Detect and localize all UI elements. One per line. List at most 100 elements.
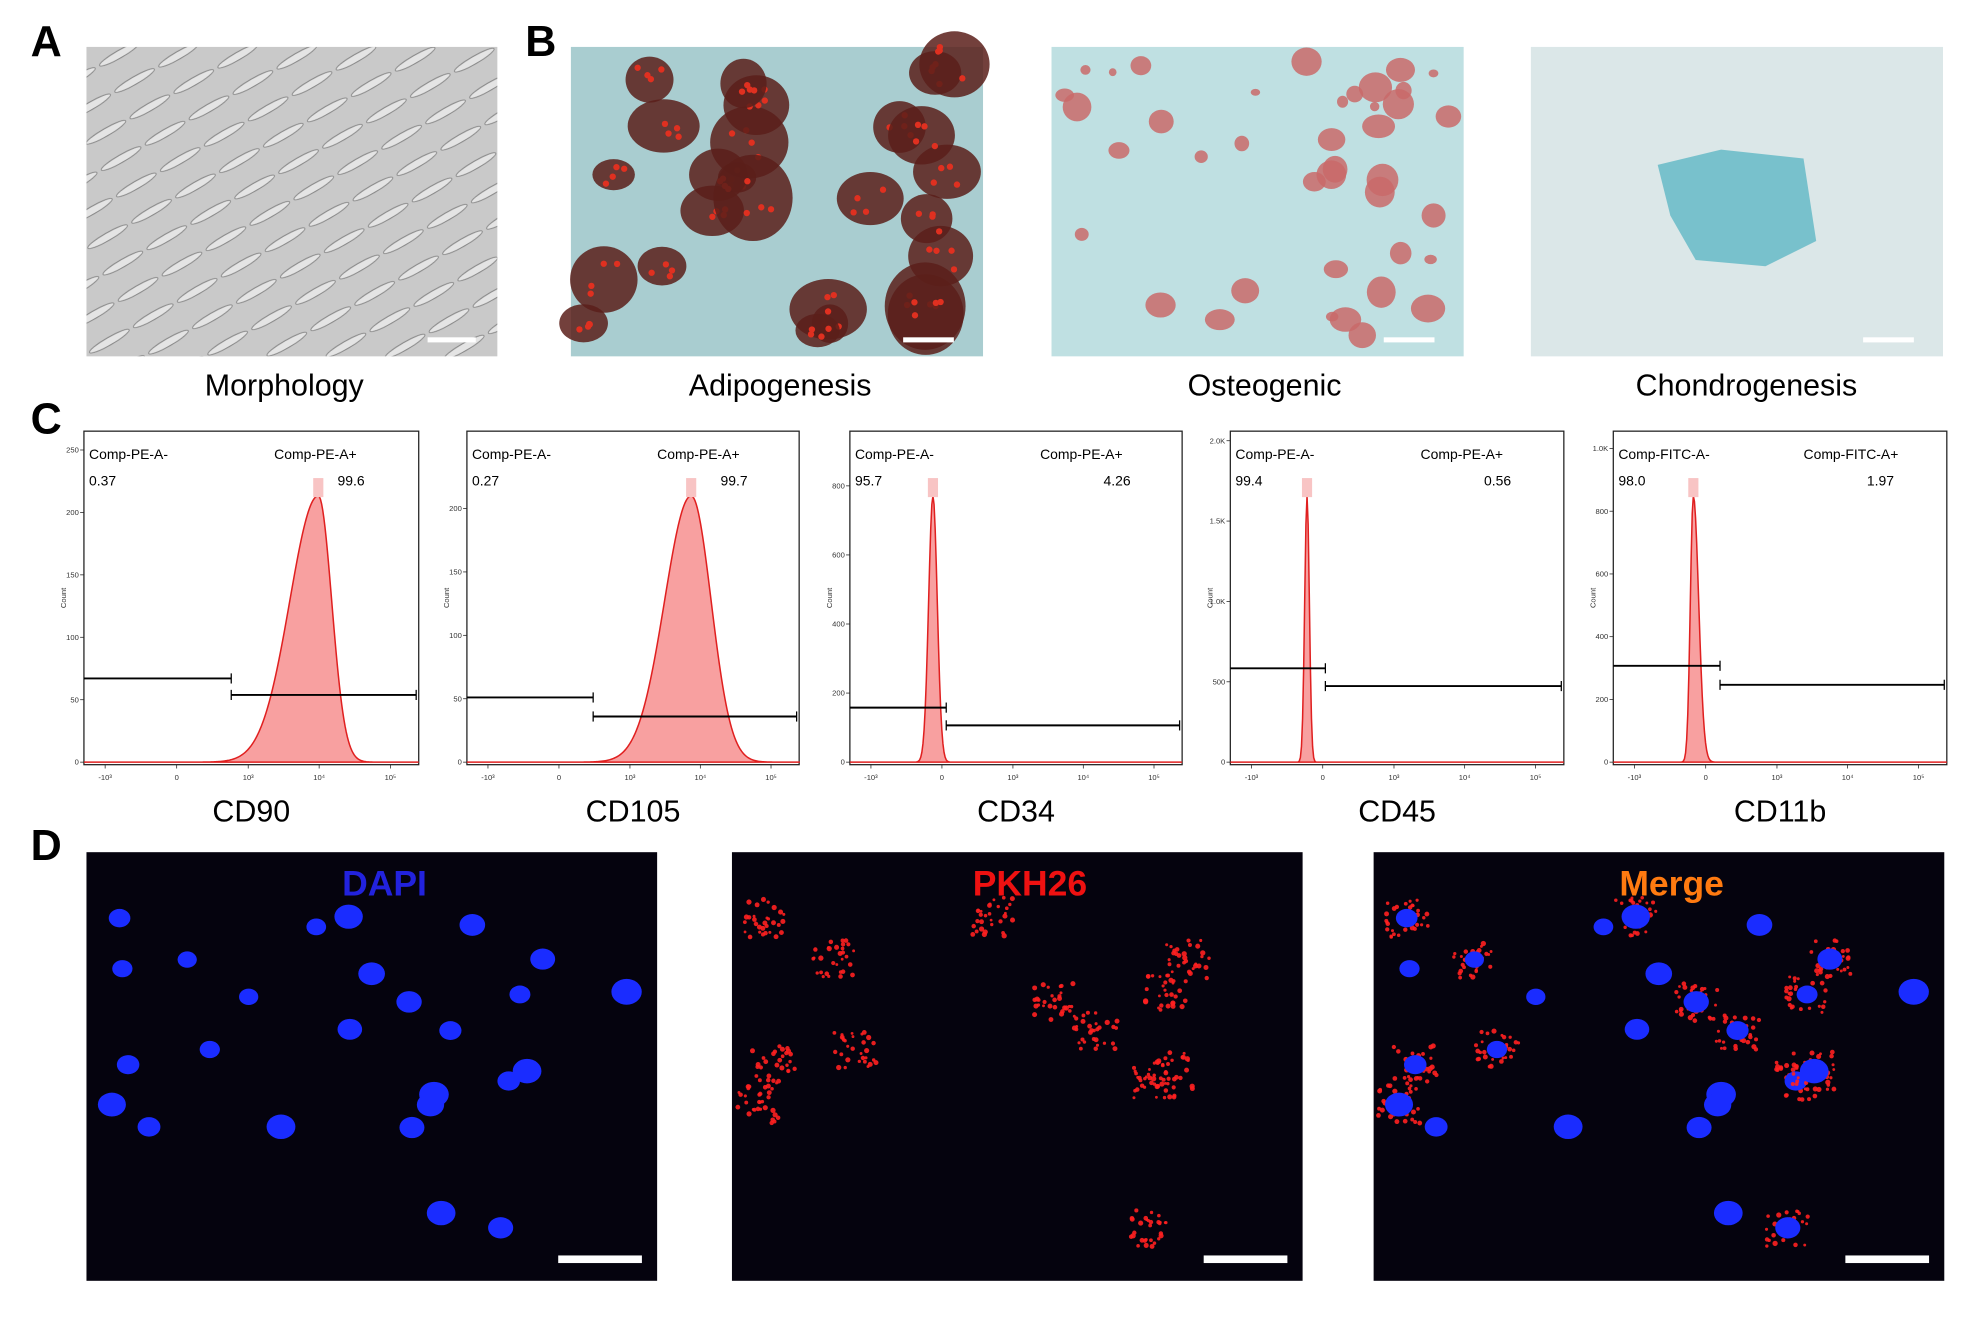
pkh26-speck [1820, 1010, 1824, 1014]
channel-label: DAPI [342, 863, 427, 903]
stain-blob [1348, 322, 1376, 349]
pkh26-speck [1082, 1040, 1087, 1044]
pkh26-speck [1167, 962, 1172, 967]
pkh26-speck [860, 1055, 866, 1061]
pkh26-speck [1403, 927, 1408, 932]
pkh26-speck [1178, 1075, 1183, 1081]
pkh26-speck [1135, 1087, 1140, 1092]
pkh26-speck [1733, 1043, 1738, 1049]
gate-label: Comp-PE-A+ [657, 446, 739, 462]
nucleus [177, 951, 197, 968]
pkh26-speck [1703, 986, 1707, 991]
pkh26-speck [1384, 911, 1390, 917]
y-tick-label: 50 [453, 694, 461, 703]
gate-value: 99.4 [1235, 473, 1262, 489]
lipid-droplet [807, 331, 815, 338]
pkh26-speck [813, 947, 818, 952]
pkh26-speck [844, 954, 849, 959]
y-axis-label: Count [59, 587, 68, 608]
lipid-droplet [602, 180, 610, 187]
pkh26-speck [1775, 1068, 1780, 1072]
nucleus [1746, 914, 1773, 936]
pkh26-speck [1067, 1004, 1071, 1008]
stain-blob [1130, 56, 1152, 76]
pkh26-speck [1392, 1088, 1398, 1094]
pkh26-speck [1156, 1220, 1161, 1225]
pkh26-speck [1161, 1062, 1165, 1067]
pkh26-speck [760, 932, 766, 937]
x-tick-label: 10⁵ [1530, 773, 1542, 782]
pkh26-speck [843, 938, 849, 943]
pkh26-speck [974, 929, 979, 934]
lipid-droplet [808, 326, 816, 333]
y-tick-label: 1.0K [1210, 597, 1226, 606]
gate-value: 4.26 [1104, 473, 1131, 489]
pkh26-speck [1848, 971, 1853, 976]
lipid-droplet [587, 290, 594, 297]
panel-letter: D [31, 822, 62, 870]
pkh26-speck [1002, 913, 1008, 919]
lipid-droplet [824, 308, 832, 315]
pkh26-speck [788, 1059, 792, 1064]
pkh26-speck [1392, 1076, 1398, 1081]
lipid-droplet [751, 87, 758, 94]
pkh26-speck [1167, 1094, 1173, 1100]
pkh26-speck [1134, 1208, 1139, 1213]
pkh26-speck [1488, 1063, 1494, 1069]
pkh26-speck [1139, 1083, 1145, 1088]
pkh26-speck [1793, 987, 1798, 992]
pkh26-speck [846, 1044, 850, 1048]
pkh26-speck [772, 1049, 778, 1054]
pkh26-speck [1391, 1044, 1396, 1050]
pkh26-speck [778, 930, 784, 936]
stain-blob [1302, 171, 1326, 192]
pkh26-speck [1699, 986, 1705, 992]
lipid-droplet [938, 164, 945, 172]
y-tick-label: 100 [66, 633, 79, 642]
pkh26-speck [1812, 1093, 1818, 1099]
pkh26-speck [1829, 1076, 1833, 1080]
pkh26-speck [976, 908, 980, 912]
pkh26-speck [1501, 1034, 1507, 1040]
gate-value: 95.7 [855, 473, 882, 489]
pkh26-speck [1714, 1003, 1717, 1007]
pkh26-speck [762, 1105, 768, 1111]
pkh26-speck [758, 1107, 763, 1111]
pkh26-speck [1142, 1238, 1148, 1243]
lipid-droplet [673, 125, 681, 132]
lipid-droplet [576, 326, 583, 333]
fluorescence-image [1373, 852, 1945, 1281]
nucleus [1683, 991, 1709, 1013]
pkh26-speck [1080, 1037, 1085, 1042]
pkh26-speck [1841, 954, 1845, 958]
pkh26-speck [1751, 1044, 1757, 1050]
y-tick-label: 250 [66, 446, 79, 455]
pkh26-speck [757, 1078, 762, 1083]
y-tick-label: 0 [458, 758, 462, 767]
pkh26-speck [1182, 960, 1186, 965]
stain-blob [1062, 92, 1092, 122]
pkh26-speck [1157, 1237, 1161, 1241]
pkh26-speck [1482, 1049, 1487, 1055]
pkh26-speck [778, 909, 784, 915]
pkh26-speck [766, 917, 771, 921]
pkh26-speck [772, 1112, 778, 1118]
pkh26-speck [735, 1104, 741, 1110]
pkh26-speck [1163, 1070, 1169, 1076]
pkh26-speck [1716, 1029, 1720, 1033]
pkh26-speck [1095, 1027, 1100, 1032]
nucleus [399, 1116, 425, 1139]
pkh26-speck [1754, 1037, 1759, 1042]
x-tick-label: 10⁵ [1913, 773, 1925, 782]
pkh26-speck [1087, 1023, 1093, 1029]
pkh26-speck [1112, 1046, 1118, 1052]
pkh26-speck [1750, 1025, 1756, 1030]
pkh26-speck [1189, 1083, 1195, 1089]
x-tick-label: -10³ [864, 773, 878, 782]
y-tick-label: 150 [449, 567, 462, 576]
y-axis-label: Count [1206, 587, 1215, 608]
pkh26-speck [752, 914, 756, 918]
pkh26-speck [1161, 1077, 1166, 1082]
pkh26-speck [1416, 908, 1420, 913]
lipid-droplet [755, 102, 762, 109]
